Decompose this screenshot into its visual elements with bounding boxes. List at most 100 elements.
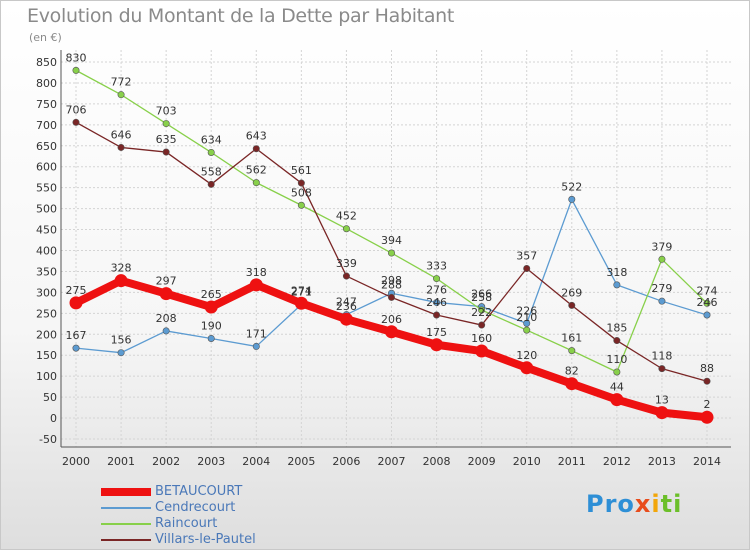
data-point — [655, 406, 669, 420]
data-label: 703 — [156, 105, 177, 118]
data-label: 190 — [201, 319, 222, 332]
x-tick-label: 2009 — [468, 455, 496, 468]
y-tick-label: 550 — [36, 182, 57, 195]
data-label: 265 — [201, 288, 222, 301]
legend-label: BETAUCOURT — [155, 484, 243, 499]
data-point — [565, 377, 579, 391]
data-label: 522 — [561, 180, 582, 193]
data-label: 558 — [201, 165, 222, 178]
data-point — [523, 319, 531, 327]
data-point — [159, 287, 173, 301]
data-label: 274 — [697, 284, 718, 297]
data-point — [207, 180, 215, 188]
y-tick-label: 600 — [36, 161, 57, 174]
data-label: 339 — [336, 257, 357, 270]
data-label: 246 — [697, 296, 718, 309]
data-point — [658, 297, 666, 305]
x-tick-label: 2013 — [648, 455, 676, 468]
data-point — [568, 195, 576, 203]
legend-swatch — [101, 488, 151, 496]
data-point — [204, 300, 218, 314]
x-tick-label: 2014 — [693, 455, 721, 468]
x-tick-label: 2010 — [513, 455, 541, 468]
data-label: 171 — [246, 327, 267, 340]
proxiti-logo: Proxiti — [586, 490, 683, 518]
x-tick-label: 2004 — [242, 455, 270, 468]
data-label: 167 — [66, 329, 87, 342]
data-label: 830 — [66, 51, 87, 64]
y-tick-label: 300 — [36, 286, 57, 299]
data-label: 328 — [111, 262, 132, 275]
y-tick-label: 500 — [36, 203, 57, 216]
data-point — [252, 342, 260, 350]
data-point — [703, 299, 711, 307]
data-point — [162, 327, 170, 335]
data-label: 318 — [606, 266, 627, 279]
data-point — [162, 148, 170, 156]
data-label: 120 — [516, 349, 537, 362]
data-point — [72, 344, 80, 352]
x-tick-label: 2012 — [603, 455, 631, 468]
data-point — [478, 321, 486, 329]
data-point — [72, 118, 80, 126]
legend-label: Villars-le-Pautel — [155, 532, 256, 547]
data-point — [252, 179, 260, 187]
x-tick-label: 2000 — [62, 455, 90, 468]
data-label: 279 — [651, 282, 672, 295]
data-point — [249, 278, 263, 292]
data-label: 266 — [471, 288, 492, 301]
data-point — [117, 143, 125, 151]
y-tick-label: 650 — [36, 140, 57, 153]
y-tick-label: 350 — [36, 265, 57, 278]
data-point — [568, 347, 576, 355]
legend-label: Raincourt — [155, 516, 218, 531]
data-label: 160 — [471, 332, 492, 345]
data-label: 246 — [426, 296, 447, 309]
data-point — [700, 410, 714, 424]
data-label: 357 — [516, 250, 537, 263]
data-point — [430, 338, 444, 352]
data-point — [475, 344, 489, 358]
data-point — [703, 377, 711, 385]
data-point — [252, 145, 260, 153]
data-label: 118 — [651, 350, 672, 363]
data-label: 394 — [381, 234, 402, 247]
data-point — [478, 306, 486, 314]
y-tick-label: 100 — [36, 370, 57, 383]
data-point — [294, 296, 308, 310]
axes: -50 0 50 100 150 200 250 300 350 400 450 500 550 600 6… — [36, 50, 731, 468]
data-label: 269 — [561, 286, 582, 299]
data-label: 706 — [66, 103, 87, 116]
y-tick-label: 200 — [36, 328, 57, 341]
data-label: 156 — [111, 334, 132, 347]
data-label: 333 — [426, 260, 447, 273]
data-point — [433, 311, 441, 319]
data-point — [658, 255, 666, 263]
data-label: 635 — [156, 133, 177, 146]
data-point — [117, 91, 125, 99]
y-tick-label: -50 — [39, 433, 57, 446]
data-point — [613, 281, 621, 289]
data-point — [433, 275, 441, 283]
data-label: 222 — [471, 306, 492, 319]
y-tick-label: 0 — [50, 412, 57, 425]
data-point — [114, 274, 128, 288]
data-point — [207, 148, 215, 156]
data-point — [297, 201, 305, 209]
data-point — [342, 225, 350, 233]
x-tick-label: 2003 — [197, 455, 225, 468]
chart-unit: (en €) — [29, 31, 62, 44]
x-tick-label: 2007 — [378, 455, 406, 468]
data-label: 298 — [381, 274, 402, 287]
data-point — [387, 249, 395, 257]
data-point — [387, 293, 395, 301]
data-point — [339, 312, 353, 326]
data-label: 274 — [291, 284, 312, 297]
y-tick-label: 450 — [36, 224, 57, 237]
data-point — [162, 120, 170, 128]
data-point — [520, 361, 534, 375]
data-label: 297 — [156, 275, 177, 288]
data-point — [610, 393, 624, 407]
data-label: 452 — [336, 210, 357, 223]
data-point — [207, 334, 215, 342]
